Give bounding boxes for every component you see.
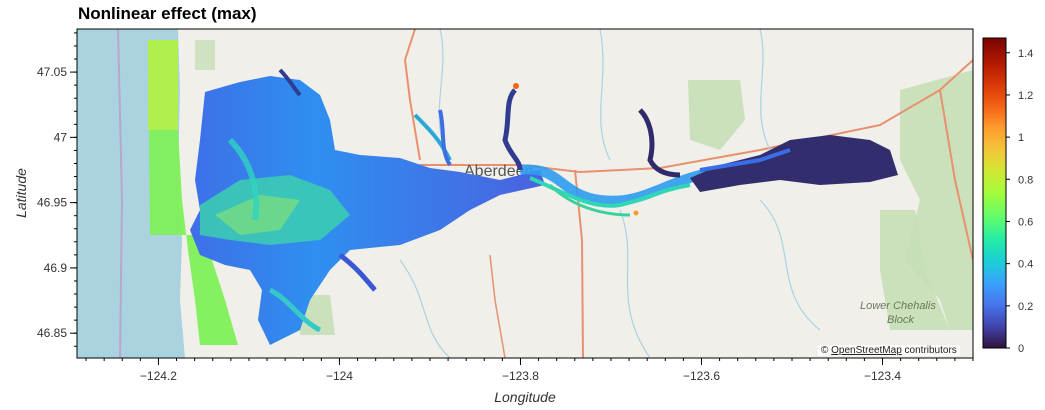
river-channel	[548, 183, 631, 217]
hotspot	[633, 210, 639, 216]
place-label-lower-chehalis: Lower Chehalis	[860, 300, 936, 312]
attribution-prefix: ©	[821, 345, 829, 356]
colorbar-axis: 0 0.2 0.4 0.6 0.8 1 1.2 1.4	[1006, 48, 1033, 355]
plot-frame	[76, 28, 974, 359]
tributary	[638, 108, 681, 178]
y-tick-label: 46.9	[44, 261, 68, 275]
colorbar-tick-label: 0	[1018, 343, 1024, 355]
colorbar-tick-label: 1	[1018, 132, 1024, 144]
x-axis-label: Longitude	[494, 389, 556, 405]
colorbar	[982, 37, 1007, 349]
channel-line	[227, 137, 260, 221]
y-tick-label: 47.05	[37, 65, 67, 79]
maritime-boundary	[117, 29, 124, 358]
x-tick-label: −124	[326, 369, 353, 383]
basemap: Aberdeen Lower Chehalis Block	[77, 29, 973, 358]
road	[489, 254, 506, 358]
colorbar-tick-label: 0.4	[1018, 259, 1033, 271]
y-axis: 46.85 46.9 46.95 47 47.05	[37, 32, 77, 347]
colorbar-tick-label: 0.8	[1018, 174, 1033, 186]
data-overlay	[148, 40, 898, 345]
y-tick-label: 46.85	[37, 326, 67, 340]
forest-area	[688, 80, 745, 150]
forest-area	[880, 210, 950, 330]
tributary	[278, 68, 302, 97]
road	[939, 89, 973, 261]
map-attribution: © OpenStreetMap contributors	[818, 345, 960, 356]
colorbar-tick-label: 1.2	[1018, 90, 1033, 102]
hotspot	[513, 83, 519, 89]
x-tick-label: −124.2	[140, 369, 177, 383]
place-label-block: Block	[887, 314, 914, 326]
x-tick-label: −123.6	[683, 369, 720, 383]
y-tick-label: 47	[54, 130, 68, 144]
x-tick-label: −123.4	[864, 369, 901, 383]
chart-title: Nonlinear effect (max)	[78, 4, 257, 23]
x-tick-label: −123.8	[502, 369, 539, 383]
colorbar-tick-label: 0.6	[1018, 216, 1033, 228]
stream	[619, 209, 651, 358]
region-floodplain-east	[690, 135, 898, 192]
place-label-aberdeen: Aberdeen	[464, 163, 533, 180]
stream	[599, 29, 611, 161]
channel-line	[268, 287, 322, 333]
attribution-suffix: contributors	[904, 345, 957, 356]
channel-line	[338, 253, 377, 292]
road	[403, 29, 421, 161]
tributary	[438, 109, 452, 167]
colorbar-tick-label: 0.2	[1018, 301, 1033, 313]
colorbar-tick-label: 1.4	[1018, 48, 1033, 60]
x-axis: −124.2 −124 −123.8 −123.6 −123.4	[85, 358, 974, 383]
y-axis-label: Latitude	[13, 168, 29, 218]
forest-area	[195, 40, 215, 70]
stream	[399, 259, 451, 358]
region-offshore-north	[148, 40, 178, 130]
y-tick-label: 46.95	[37, 196, 67, 210]
region-estuary	[190, 76, 545, 345]
attribution-link[interactable]: OpenStreetMap	[831, 345, 902, 356]
stream	[759, 29, 771, 151]
stream	[759, 199, 821, 331]
river-channel	[699, 148, 791, 172]
tributary	[502, 88, 523, 171]
